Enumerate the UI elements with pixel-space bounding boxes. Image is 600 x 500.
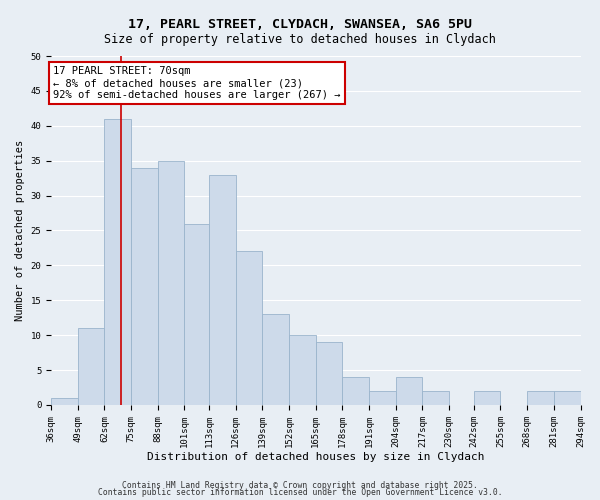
Bar bbox=[184, 224, 209, 405]
Text: 17 PEARL STREET: 70sqm
← 8% of detached houses are smaller (23)
92% of semi-deta: 17 PEARL STREET: 70sqm ← 8% of detached … bbox=[53, 66, 341, 100]
Bar bbox=[527, 391, 554, 405]
Bar bbox=[209, 174, 236, 405]
Text: Contains HM Land Registry data © Crown copyright and database right 2025.: Contains HM Land Registry data © Crown c… bbox=[122, 480, 478, 490]
Bar bbox=[343, 377, 369, 405]
Y-axis label: Number of detached properties: Number of detached properties bbox=[15, 140, 25, 321]
Bar bbox=[369, 391, 396, 405]
Bar bbox=[158, 160, 184, 405]
Bar bbox=[474, 391, 500, 405]
Bar bbox=[316, 342, 343, 405]
Bar bbox=[262, 314, 289, 405]
Text: Contains public sector information licensed under the Open Government Licence v3: Contains public sector information licen… bbox=[98, 488, 502, 497]
Text: Size of property relative to detached houses in Clydach: Size of property relative to detached ho… bbox=[104, 32, 496, 46]
Bar bbox=[104, 119, 131, 405]
Bar bbox=[51, 398, 78, 405]
Bar bbox=[131, 168, 158, 405]
Bar bbox=[396, 377, 422, 405]
X-axis label: Distribution of detached houses by size in Clydach: Distribution of detached houses by size … bbox=[147, 452, 485, 462]
Bar bbox=[289, 335, 316, 405]
Bar bbox=[422, 391, 449, 405]
Text: 17, PEARL STREET, CLYDACH, SWANSEA, SA6 5PU: 17, PEARL STREET, CLYDACH, SWANSEA, SA6 … bbox=[128, 18, 472, 30]
Bar bbox=[78, 328, 104, 405]
Bar bbox=[554, 391, 581, 405]
Bar bbox=[236, 252, 262, 405]
